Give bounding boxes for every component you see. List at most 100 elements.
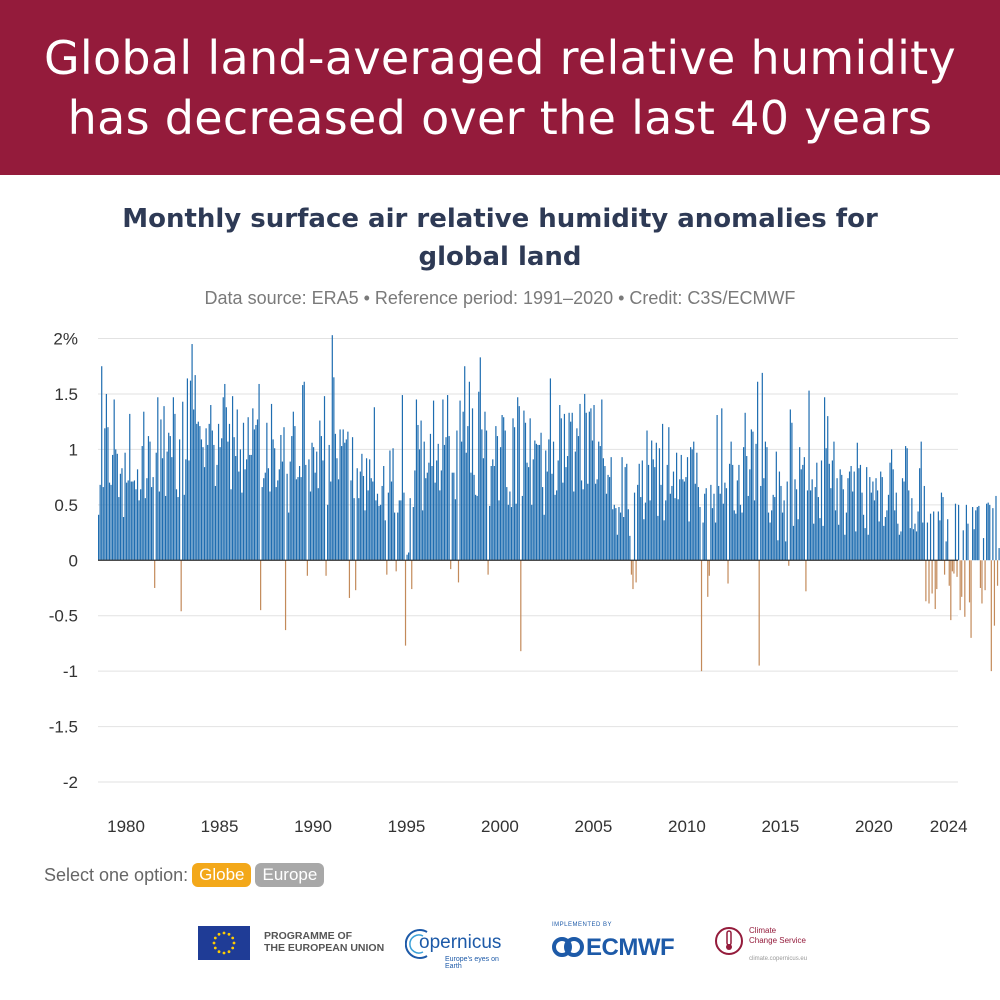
bar: [646, 430, 648, 561]
bar: [110, 484, 112, 561]
bar: [965, 504, 967, 561]
bar: [465, 452, 467, 561]
bar: [680, 454, 682, 561]
bar: [154, 560, 156, 588]
bar: [950, 560, 952, 621]
bar: [542, 487, 544, 561]
bar: [289, 461, 291, 561]
bar: [336, 458, 338, 561]
bar: [945, 541, 947, 561]
bar: [372, 481, 374, 561]
bar: [448, 436, 450, 561]
bar: [492, 459, 494, 561]
option-globe-button[interactable]: Globe: [192, 863, 252, 887]
bar: [876, 490, 879, 561]
bar: [548, 439, 550, 561]
bar: [197, 421, 199, 561]
bar: [422, 510, 424, 561]
bar: [855, 531, 857, 561]
x-tick-label: 1980: [107, 817, 145, 836]
bar: [214, 485, 217, 561]
bar: [305, 464, 307, 561]
bar: [708, 560, 710, 576]
bar: [618, 507, 620, 561]
bar: [716, 415, 718, 561]
bar: [640, 497, 642, 561]
bar: [420, 420, 422, 561]
bar: [942, 497, 944, 561]
bar: [473, 474, 475, 561]
bar: [327, 504, 329, 561]
bar: [783, 500, 785, 561]
bar: [252, 408, 254, 561]
bar: [792, 525, 795, 561]
bar: [881, 477, 883, 561]
bar: [330, 481, 332, 561]
bar: [484, 411, 486, 561]
bar: [208, 423, 210, 561]
bar: [537, 444, 539, 561]
bar: [126, 482, 128, 561]
bar: [549, 378, 552, 561]
bar: [404, 560, 407, 646]
bar: [973, 529, 975, 561]
bar: [785, 541, 787, 561]
bar: [345, 439, 347, 561]
bar: [217, 423, 220, 561]
bar: [501, 415, 503, 561]
bar: [506, 487, 508, 561]
bar: [207, 444, 209, 561]
bar: [691, 449, 693, 561]
bar: [160, 419, 162, 561]
bar: [116, 453, 118, 561]
bar: [794, 479, 796, 561]
bar: [872, 481, 874, 561]
y-tick-label: 1: [69, 440, 78, 459]
bar: [845, 512, 848, 561]
bar: [775, 451, 777, 561]
bar: [808, 390, 810, 561]
option-europe-button[interactable]: Europe: [255, 863, 325, 887]
bar: [523, 410, 525, 561]
bar: [113, 399, 115, 561]
bar: [995, 495, 997, 561]
bar: [172, 397, 174, 561]
bar: [990, 560, 992, 672]
bar: [560, 418, 562, 561]
bar: [408, 552, 410, 561]
bar: [838, 524, 840, 561]
bar: [981, 560, 983, 604]
copernicus-word: opernicus: [419, 932, 502, 953]
bar: [651, 440, 653, 561]
bar: [161, 458, 164, 561]
bar: [576, 428, 578, 561]
bar: [566, 456, 569, 561]
bar: [288, 512, 290, 561]
bar: [418, 449, 421, 561]
bar: [235, 456, 237, 561]
bar: [984, 560, 986, 591]
bar: [464, 366, 466, 561]
bar: [378, 505, 380, 561]
bar: [504, 430, 506, 561]
bar: [238, 471, 240, 561]
bar: [584, 393, 586, 561]
bar: [138, 500, 140, 561]
bar: [490, 466, 492, 561]
bar: [947, 519, 949, 561]
bar: [394, 512, 396, 561]
bar: [884, 517, 886, 561]
bar: [152, 477, 154, 561]
bar: [475, 494, 477, 561]
bar: [376, 493, 379, 561]
bar: [513, 427, 516, 561]
bar: [637, 484, 639, 561]
bar: [696, 452, 698, 561]
bar: [900, 531, 902, 561]
bar: [429, 433, 432, 561]
bar: [996, 560, 999, 586]
bar: [221, 438, 223, 561]
bar: [915, 531, 918, 561]
x-tick-label: 1995: [388, 817, 426, 836]
bar: [861, 492, 863, 561]
